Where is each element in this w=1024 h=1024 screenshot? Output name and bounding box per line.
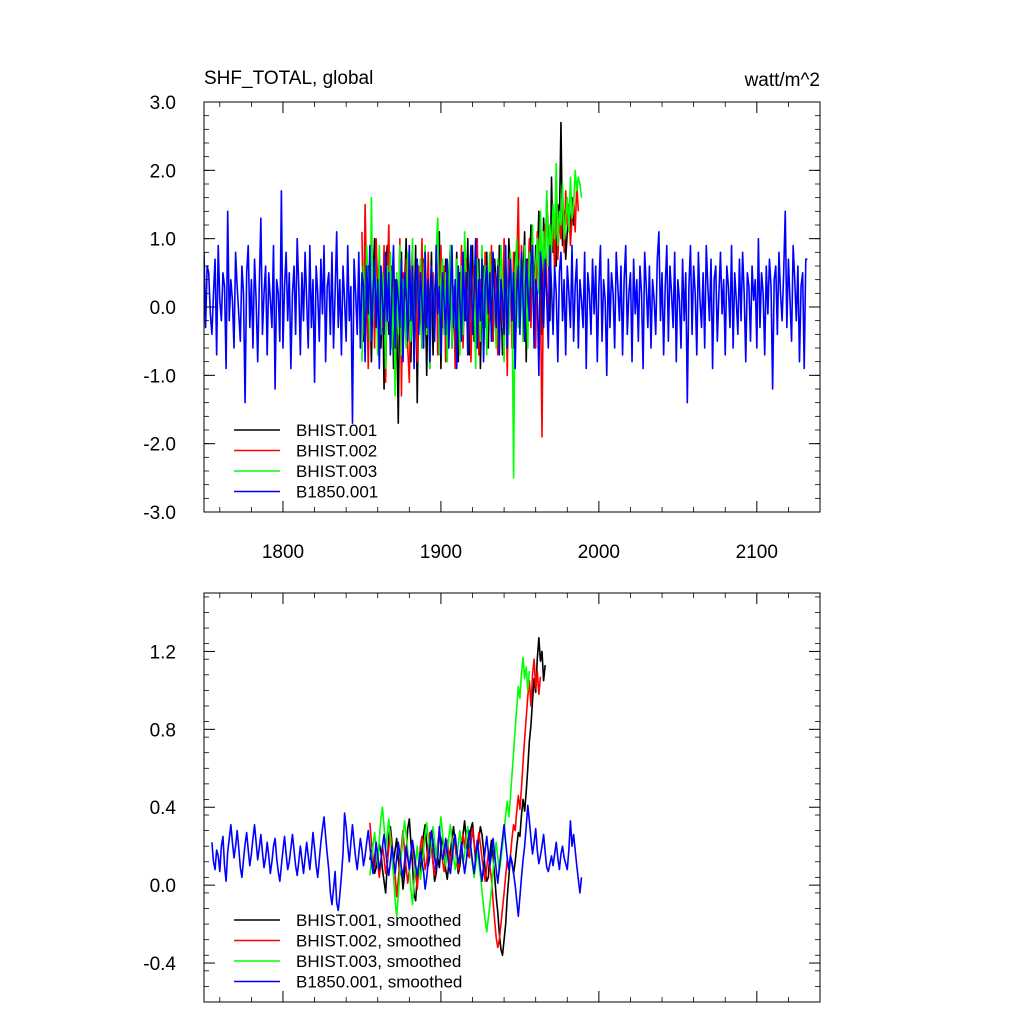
bottom-panel: -0.40.00.40.81.2 BHIST.001, smoothedBHIS… — [143, 592, 821, 1003]
bottom-y-tick-label: 0.8 — [150, 720, 176, 741]
bottom-series-line-3 — [369, 656, 531, 933]
bottom-series-line-2 — [369, 658, 542, 949]
bottom-legend-label-1: BHIST.001, smoothed — [296, 911, 461, 930]
bottom-series-group — [211, 636, 583, 957]
bottom-legend: BHIST.001, smoothed BHIST.002, smoothedBH… — [234, 911, 462, 992]
top-y-tick-label: 2.0 — [150, 161, 176, 182]
top-y-tick-label: 1.0 — [150, 230, 176, 251]
top-y-tick-label: -3.0 — [143, 503, 176, 524]
top-y-tick-label: 0.0 — [150, 298, 176, 319]
top-legend-label-3: BHIST.003 — [296, 462, 377, 481]
top-legend-label-4: B1850.001 — [296, 483, 378, 502]
top-y-tick-label: 3.0 — [150, 93, 176, 114]
top-y-tick-label: -1.0 — [143, 366, 176, 387]
top-panel-title: SHF_TOTAL, global — [204, 68, 373, 89]
top-panel-units: watt/m^2 — [744, 70, 820, 91]
top-legend-label-2: BHIST.002 — [296, 442, 377, 461]
top-x-tick-label: 1800 — [262, 542, 304, 563]
bottom-plot-frame — [203, 592, 821, 1003]
bottom-legend-label-2: BHIST.002, smoothed — [296, 932, 461, 951]
bottom-y-tick-label: 1.2 — [150, 642, 176, 663]
bottom-legend-label-4: B1850.001, smoothed — [296, 973, 462, 992]
bottom-axes: -0.4 0.0 0.4 0.8 1.2 — [143, 593, 821, 1003]
bottom-y-tick-label: 0.4 — [150, 798, 177, 819]
top-x-tick-label: 2000 — [578, 542, 620, 563]
top-y-tick-label: -2.0 — [143, 435, 176, 456]
top-x-tick-label: 2100 — [736, 542, 778, 563]
top-series-group — [204, 121, 808, 479]
top-x-tick-label: 1900 — [420, 542, 462, 563]
top-legend-label-1: BHIST.001 — [296, 421, 377, 440]
top-axes: -3.0 -2.0 -1.0 0.0 1.0 2.0 3.0 1800 1900 2000 2100 — [143, 93, 821, 563]
top-series-line-4 — [204, 190, 808, 424]
bottom-y-tick-label: -0.4 — [143, 954, 176, 975]
top-panel: SHF_TOTAL, global watt/m^2 -3.0 -2.0 -1.0 0… — [143, 68, 821, 563]
bottom-y-tick-label: 0.0 — [150, 876, 176, 897]
bottom-series-line-4 — [211, 804, 583, 918]
bottom-legend-label-3: BHIST.003, smoothed — [296, 952, 461, 971]
